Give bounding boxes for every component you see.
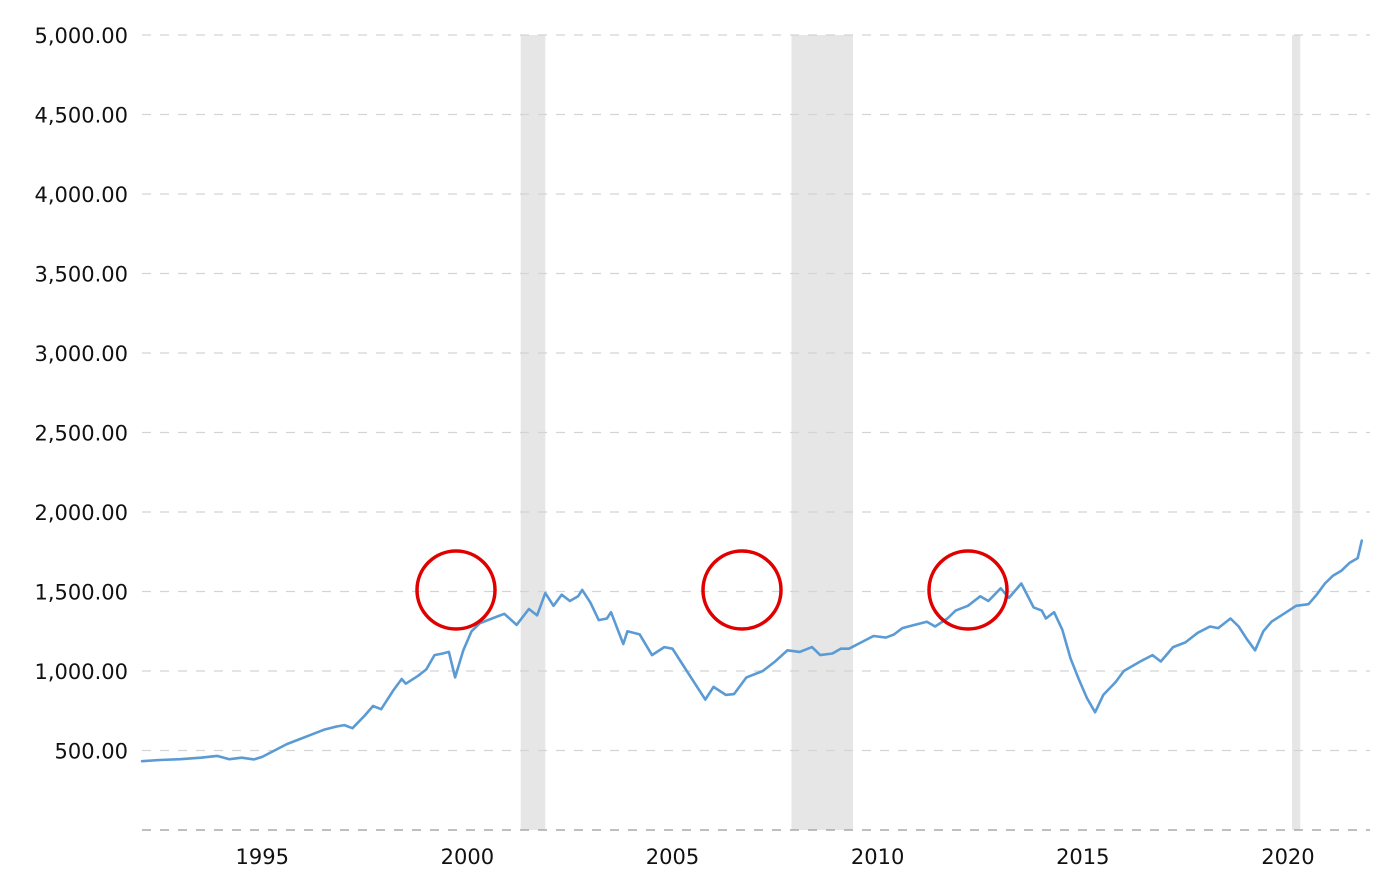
- y-tick-label: 4,000.00: [34, 183, 128, 207]
- x-tick-label: 2000: [441, 845, 494, 869]
- x-tick-label: 2015: [1056, 845, 1109, 869]
- x-tick-label: 2020: [1261, 845, 1314, 869]
- gridlines: [142, 34, 1370, 831]
- recession-band: [791, 35, 854, 830]
- y-tick-label: 500.00: [55, 740, 128, 764]
- x-tick-label: 2010: [851, 845, 904, 869]
- x-tick-label: 1995: [235, 845, 288, 869]
- series-line: [140, 539, 1364, 763]
- highlight-circle: [927, 549, 1009, 631]
- highlight-circles: [415, 549, 1009, 631]
- highlight-circle: [415, 549, 497, 631]
- y-tick-label: 2,500.00: [34, 422, 128, 446]
- y-tick-label: 3,000.00: [34, 342, 128, 366]
- y-axis-ticks: 500.00 1,000.00 1,500.00 2,000.00 2,500.00 3,…: [34, 24, 128, 764]
- highlight-circle: [701, 549, 783, 631]
- y-tick-label: 5,000.00: [34, 24, 128, 48]
- y-tick-label: 2,000.00: [34, 501, 128, 525]
- x-axis-ticks: 1995 2000 2005 2010 2015 2020: [235, 845, 1314, 869]
- y-tick-label: 1,500.00: [34, 581, 128, 605]
- x-tick-label: 2005: [646, 845, 699, 869]
- y-tick-label: 3,500.00: [34, 263, 128, 287]
- y-tick-label: 4,500.00: [34, 104, 128, 128]
- recession-bands: [520, 35, 1301, 830]
- y-tick-label: 1,000.00: [34, 660, 128, 684]
